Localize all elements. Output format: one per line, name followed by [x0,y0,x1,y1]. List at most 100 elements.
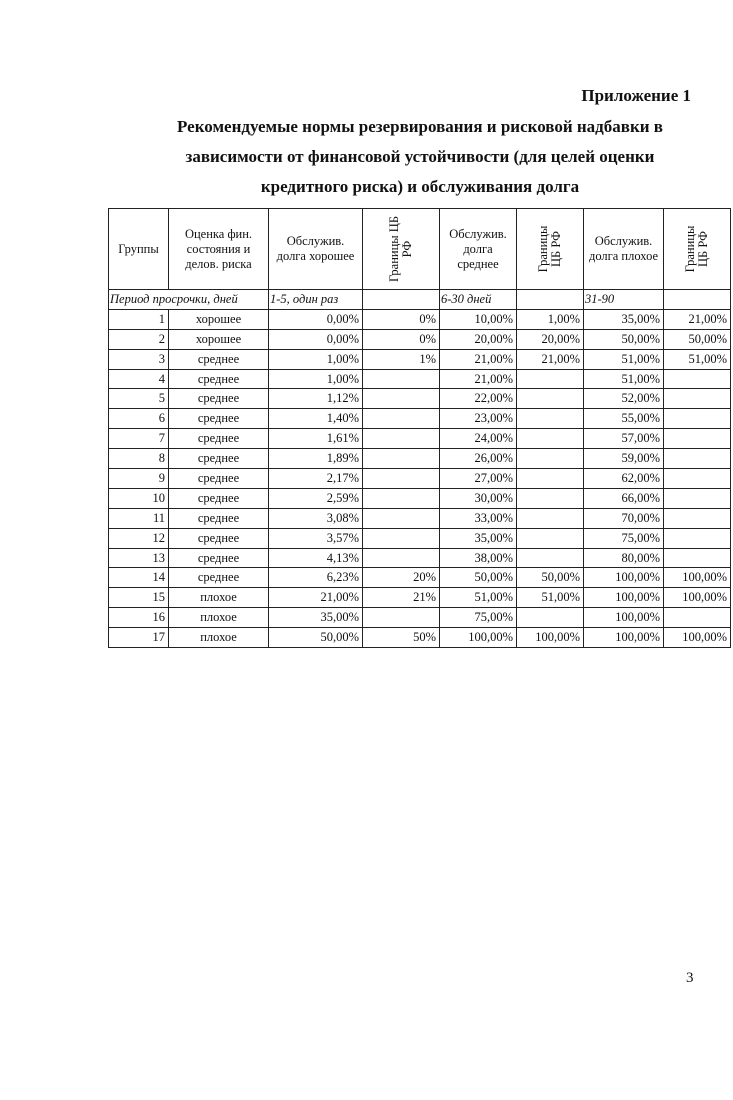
service-good-cell: 50,00% [268,627,363,649]
group-number-cell: 13 [108,547,169,569]
service-bad-cell: 80,00% [583,547,664,569]
cbr-good-cell: 0% [362,328,440,350]
table-row: 8 среднее 1,89% 26,00% 59,00% [108,448,731,470]
service-bad-cell: 75,00% [583,527,664,549]
table-row: 9 среднее 2,17% 27,00% 62,00% [108,468,731,489]
assessment-cell: среднее [168,448,269,470]
service-medium-cell: 38,00% [439,547,517,569]
cbr-good-cell [362,487,440,509]
service-good-cell: 2,17% [268,468,363,489]
table-row: 2 хорошее 0,00% 0% 20,00% 20,00% 50,00% 50,00% [108,328,731,350]
cbr-medium-cell [516,468,584,489]
group-number-cell: 11 [108,507,169,529]
table-row: 7 среднее 1,61% 24,00% 57,00% [108,428,731,450]
service-medium-cell: 20,00% [439,328,517,350]
table-row: 6 среднее 1,40% 23,00% 55,00% [108,408,731,430]
cbr-good-cell: 0% [362,308,440,330]
service-good-cell: 3,08% [268,507,363,529]
table-row: 10 среднее 2,59% 30,00% 66,00% [108,487,731,509]
cbr-bad-cell: 100,00% [663,627,731,649]
table-row: 17 плохое 50,00% 50% 100,00% 100,00% 100,00% 10… [108,627,731,649]
cbr-bad-cell: 21,00% [663,308,731,330]
cbr-good-cell: 50% [362,627,440,649]
service-medium-cell: 75,00% [439,607,517,629]
service-medium-cell: 26,00% [439,448,517,470]
assessment-cell: среднее [168,368,269,390]
service-good-cell: 35,00% [268,607,363,629]
assessment-cell: среднее [168,567,269,589]
service-good-cell: 6,23% [268,567,363,589]
service-medium-cell: 35,00% [439,527,517,549]
cbr-medium-cell [516,547,584,569]
service-good-cell: 1,61% [268,428,363,450]
cbr-bad-cell [663,368,731,390]
group-number-cell: 6 [108,408,169,430]
service-bad-cell: 35,00% [583,308,664,330]
header-service-good: Обслужив. долга хорошее [268,208,363,290]
assessment-cell: плохое [168,607,269,629]
period-row: Период просрочки, дней 1-5, один раз 6-3… [108,289,731,310]
title-line: Рекомендуемые нормы резервирования и рис… [177,117,663,136]
service-medium-cell: 27,00% [439,468,517,489]
assessment-cell: среднее [168,468,269,489]
assessment-cell: среднее [168,507,269,529]
service-bad-cell: 70,00% [583,507,664,529]
service-good-cell: 2,59% [268,487,363,509]
service-good-cell: 1,12% [268,388,363,410]
service-good-cell: 0,00% [268,328,363,350]
table-row: 12 среднее 3,57% 35,00% 75,00% [108,527,731,549]
cbr-good-cell [362,547,440,569]
service-bad-cell: 62,00% [583,468,664,489]
assessment-cell: среднее [168,388,269,410]
appendix-label: Приложение 1 [581,86,691,105]
cbr-bad-cell [663,428,731,450]
header-groups: Группы [108,208,169,290]
table-row: 15 плохое 21,00% 21% 51,00% 51,00% 100,00% 100,… [108,587,731,609]
service-medium-cell: 22,00% [439,388,517,410]
service-good-cell: 1,00% [268,368,363,390]
cbr-bad-cell: 100,00% [663,567,731,589]
service-medium-cell: 100,00% [439,627,517,649]
table-row: 3 среднее 1,00% 1% 21,00% 21,00% 51,00% 51,00% [108,348,731,370]
service-medium-cell: 50,00% [439,567,517,589]
table-row: 1 хорошее 0,00% 0% 10,00% 1,00% 35,00% 21,00% [108,308,731,330]
group-number-cell: 10 [108,487,169,509]
cbr-good-cell [362,368,440,390]
group-number-cell: 2 [108,328,169,350]
service-bad-cell: 55,00% [583,408,664,430]
cbr-medium-cell [516,607,584,629]
cbr-medium-cell [516,408,584,430]
service-good-cell: 21,00% [268,587,363,609]
group-number-cell: 3 [108,348,169,370]
period-good: 1-5, один раз [268,289,363,310]
service-bad-cell: 100,00% [583,567,664,589]
assessment-cell: среднее [168,348,269,370]
cbr-bad-cell [663,527,731,549]
service-medium-cell: 30,00% [439,487,517,509]
cbr-medium-cell [516,527,584,549]
cbr-good-cell: 21% [362,587,440,609]
assessment-cell: хорошее [168,308,269,330]
header-cbr-bounds-medium: Границы ЦБ РФ [516,208,584,290]
assessment-cell: плохое [168,587,269,609]
cbr-medium-cell [516,487,584,509]
empty-cell [516,289,584,310]
cbr-bad-cell [663,607,731,629]
service-bad-cell: 51,00% [583,348,664,370]
cbr-good-cell [362,527,440,549]
period-medium: 6-30 дней [439,289,517,310]
header-cbr-bounds-bad: Границы ЦБ РФ [663,208,731,290]
cbr-medium-cell [516,368,584,390]
table-row: 13 среднее 4,13% 38,00% 80,00% [108,547,731,569]
period-label: Период просрочки, дней [108,289,269,310]
cbr-good-cell [362,507,440,529]
cbr-good-cell [362,468,440,489]
header-service-bad: Обслужив. долга плохое [583,208,664,290]
service-bad-cell: 57,00% [583,428,664,450]
service-good-cell: 1,00% [268,348,363,370]
assessment-cell: хорошее [168,328,269,350]
document-title: Рекомендуемые нормы резервирования и рис… [110,112,730,202]
service-medium-cell: 23,00% [439,408,517,430]
service-bad-cell: 100,00% [583,587,664,609]
cbr-bad-cell: 50,00% [663,328,731,350]
